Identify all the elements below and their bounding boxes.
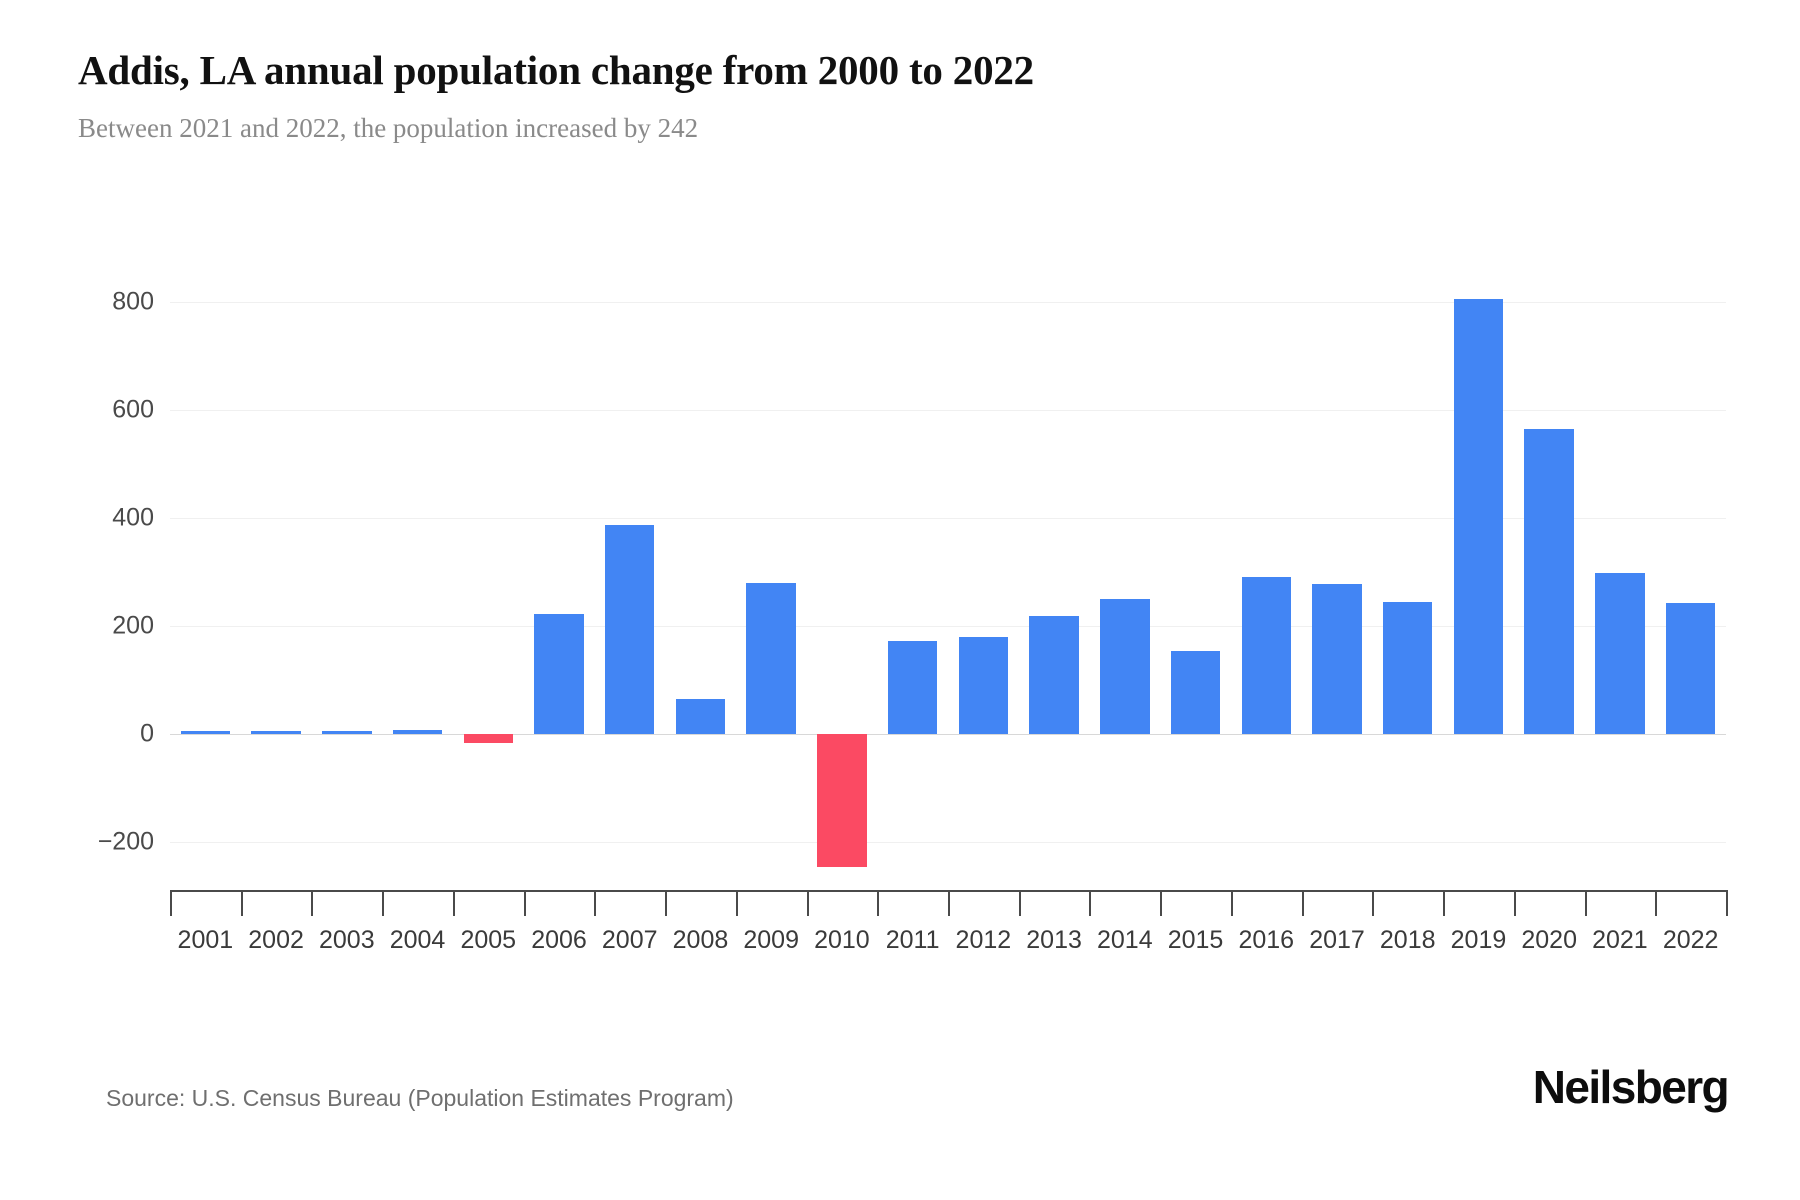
x-axis-ticks-group: 2001 2002 2003 2004 2005 2006 2007 2008 2009 2010… [0, 250, 1800, 954]
gridline-600 [170, 410, 1726, 411]
x-axis-label-2007: 2007 [601, 926, 658, 954]
bar-2001[interactable] [180, 731, 231, 734]
bar-2020[interactable] [1524, 428, 1574, 734]
bar-2005[interactable] [463, 734, 514, 744]
x-axis-label-2015: 2015 [1167, 926, 1224, 954]
y-axis-label: 800 [112, 287, 154, 316]
gridline-800 [170, 302, 1726, 303]
x-axis-tick [806, 890, 809, 916]
bar-2022[interactable] [1665, 603, 1716, 734]
page-title: Addis, LA annual population change from … [78, 47, 1034, 93]
y-axis-label: 200 [112, 611, 154, 640]
bar-2004[interactable] [392, 729, 443, 734]
x-axis-tick [1301, 890, 1304, 916]
gridline-0 [170, 734, 1726, 735]
bar-2003[interactable] [322, 731, 372, 734]
bar-2014[interactable] [1100, 599, 1150, 734]
x-axis-label-2001: 2001 [177, 926, 234, 954]
y-axis-label: 400 [112, 503, 154, 532]
source-note: Source: U.S. Census Bureau (Population E… [106, 1085, 734, 1111]
x-axis-label-2022: 2022 [1662, 926, 1719, 954]
x-axis-label-2010: 2010 [814, 926, 870, 954]
gridline-200 [170, 626, 1726, 627]
x-axis-tick [594, 890, 597, 916]
bar-2012[interactable] [958, 636, 1009, 734]
bar-2011[interactable] [887, 641, 938, 734]
x-axis-tick [1018, 890, 1021, 916]
x-axis-label-2014: 2014 [1097, 926, 1153, 954]
bar-2018[interactable] [1382, 602, 1433, 734]
x-axis-tick [240, 890, 243, 916]
x-axis-tick [1726, 890, 1728, 916]
bar-2002[interactable] [251, 731, 301, 734]
x-axis-tick [1584, 890, 1587, 916]
x-axis-label-2005: 2005 [460, 926, 517, 954]
x-axis-tick [1372, 890, 1375, 916]
x-axis-label-2011: 2011 [885, 926, 940, 954]
bar-2016[interactable] [1241, 577, 1292, 734]
x-axis-label-2013: 2013 [1026, 926, 1082, 954]
x-axis-label-2004: 2004 [389, 926, 446, 954]
x-axis-label-2012: 2012 [955, 926, 1012, 954]
x-axis-tick [1230, 890, 1233, 916]
x-axis-tick [1089, 890, 1092, 916]
x-axis-tick [1655, 890, 1658, 916]
brand-logo: Neilsberg [1532, 1061, 1730, 1113]
y-axis-label: −200 [97, 827, 154, 856]
x-axis-tick [311, 890, 314, 916]
x-axis-label-2019: 2019 [1450, 926, 1507, 954]
bar-2019[interactable] [1453, 299, 1504, 734]
x-axis-label-2018: 2018 [1379, 926, 1436, 954]
x-axis-tick [1160, 890, 1163, 916]
y-axis-labels-group: 800 600 400 200 0 −200 [0, 250, 1800, 950]
x-axis-tick [523, 890, 526, 916]
y-axis-label: 0 [140, 719, 154, 748]
gridline--200 [170, 842, 1726, 843]
chart-plot-area: 800 600 400 200 0 −200 2001 2002 2003 2004 2005 20… [0, 250, 1800, 954]
gridline-400 [170, 518, 1726, 519]
x-axis-label-2009: 2009 [743, 926, 799, 954]
x-axis-label-2002: 2002 [248, 926, 304, 954]
bar-2017[interactable] [1312, 584, 1362, 734]
bar-2021[interactable] [1595, 572, 1645, 734]
x-axis-label-2003: 2003 [319, 926, 375, 954]
bar-2015[interactable] [1170, 651, 1221, 734]
bar-2006[interactable] [534, 614, 584, 734]
bar-2007[interactable] [604, 525, 655, 734]
x-axis-label-2020: 2020 [1521, 926, 1577, 954]
x-axis-tick [877, 890, 880, 916]
x-axis-label-2016: 2016 [1238, 926, 1295, 954]
x-axis-tick [948, 890, 950, 916]
x-axis-tick [382, 890, 385, 916]
x-axis-tick [1443, 890, 1446, 916]
x-axis-label-2006: 2006 [531, 926, 587, 954]
bar-2009[interactable] [746, 582, 796, 734]
y-axis-label: 600 [112, 395, 154, 424]
bar-2008[interactable] [675, 698, 726, 734]
x-axis-label-2017: 2017 [1309, 926, 1365, 954]
bars-group [0, 250, 1800, 950]
bar-2013[interactable] [1029, 616, 1079, 734]
x-axis-label-2008: 2008 [672, 926, 729, 954]
x-axis-tick [665, 890, 668, 916]
x-axis-tick [170, 890, 172, 916]
x-axis-tick [735, 890, 738, 916]
bar-2010[interactable] [817, 734, 867, 868]
chart-subtitle: Between 2021 and 2022, the population in… [78, 113, 699, 144]
x-axis-tick [452, 890, 455, 916]
x-axis-label-2021: 2021 [1592, 926, 1648, 954]
gridlines-group [0, 250, 1800, 950]
x-axis-tick [1513, 890, 1516, 916]
chart-header: Addis, LA annual population change from … [78, 46, 1718, 145]
